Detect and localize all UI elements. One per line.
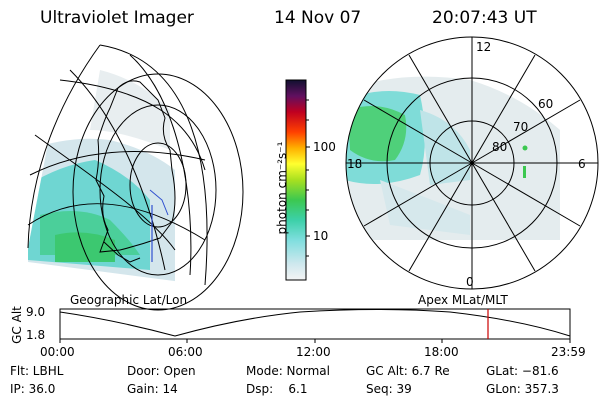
mlt-label-0: 0 (466, 275, 474, 289)
mlat-label-80: 80 (492, 140, 508, 154)
date-label: 14 Nov 07 (274, 8, 362, 28)
filter-info: Flt: LBHL (10, 364, 64, 378)
altitude-xtick-1200: 12:00 (296, 345, 331, 359)
mode-info: Mode: Normal (246, 364, 330, 378)
altitude-plot (59, 308, 571, 343)
dsp-info: Dsp: 6.1 (246, 382, 308, 396)
glon-info: GLon: 357.3 (486, 382, 559, 396)
seq-info: Seq: 39 (366, 382, 412, 396)
colorbar-tick-10: 10 (313, 229, 329, 243)
polar-plot (345, 36, 599, 290)
mlt-label-12: 12 (476, 40, 492, 54)
color-bar (285, 79, 310, 281)
ip-info: IP: 36.0 (10, 382, 56, 396)
gc-alt-info: GC Alt: 6.7 Re (366, 364, 450, 378)
right-map-caption: Apex MLat/MLT (418, 293, 508, 307)
altitude-xtick-1800: 18:00 (424, 345, 459, 359)
geographic-map (27, 44, 244, 311)
altitude-xtick-0000: 00:00 (40, 345, 75, 359)
colorbar-tick-100: 100 (313, 140, 336, 154)
altitude-ytick-high: 9.0 (26, 305, 46, 319)
mlt-label-18: 18 (347, 157, 363, 171)
altitude-ylabel: GC Alt (10, 306, 24, 344)
altitude-xtick-2359: 23:59 (551, 345, 586, 359)
mlat-label-70: 70 (513, 120, 529, 134)
glat-info: GLat: −81.6 (486, 364, 559, 378)
mlt-label-6: 6 (578, 157, 586, 171)
altitude-xtick-0600: 06:00 (168, 345, 203, 359)
left-map-caption: Geographic Lat/Lon (70, 293, 188, 307)
colorbar-unit-label: photon cm⁻²s⁻¹ (275, 141, 289, 235)
altitude-ytick-low: 1.8 (26, 328, 46, 342)
gain-info: Gain: 14 (127, 382, 178, 396)
instrument-title: Ultraviolet Imager (40, 8, 194, 28)
door-info: Door: Open (127, 364, 196, 378)
mlat-label-60: 60 (538, 97, 554, 111)
time-label: 20:07:43 UT (432, 8, 537, 28)
